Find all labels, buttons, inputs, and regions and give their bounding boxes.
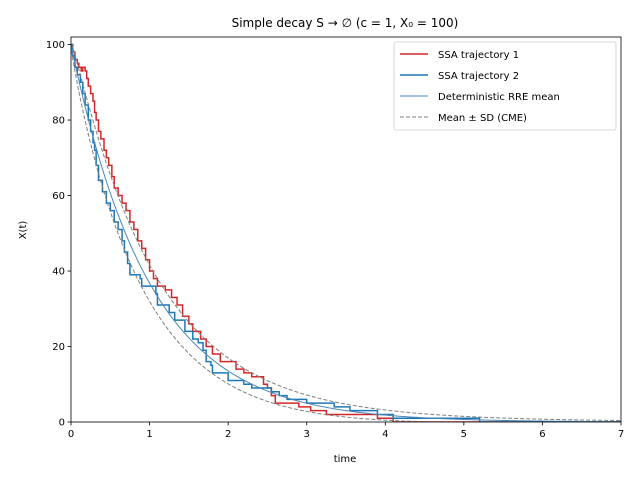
x-tick-label-1: 1 bbox=[146, 429, 152, 440]
y-tick-label-1: 20 bbox=[52, 342, 65, 353]
legend: SSA trajectory 1 SSA trajectory 2 Determin… bbox=[393, 41, 617, 131]
chart-title: Simple decay S → ∅ (c = 1, X₀ = 100) bbox=[232, 16, 459, 30]
legend-label-1: SSA trajectory 1 bbox=[438, 50, 519, 61]
axes: 0 1 2 3 4 5 6 7 0 20 40 60 80 100 bbox=[46, 36, 624, 440]
legend-label-4: Mean ± SD (CME) bbox=[438, 113, 527, 124]
legend-label-3: Deterministic RRE mean bbox=[438, 92, 560, 103]
x-tick-label-4: 4 bbox=[382, 429, 388, 440]
series-4-lower-line bbox=[71, 44, 461, 422]
x-axis-label: time bbox=[334, 454, 357, 465]
x-tick-label-2: 2 bbox=[225, 429, 231, 440]
y-tick-label-3: 60 bbox=[52, 191, 65, 202]
plot-frame bbox=[70, 36, 622, 423]
y-tick-label-5: 100 bbox=[46, 40, 65, 51]
x-tick-label-7: 7 bbox=[618, 429, 624, 440]
series-1-line bbox=[71, 43, 621, 422]
y-tick-label-2: 40 bbox=[52, 267, 65, 278]
series-3-line bbox=[71, 44, 621, 422]
x-tick-label-6: 6 bbox=[539, 429, 545, 440]
legend-label-2: SSA trajectory 2 bbox=[438, 71, 519, 82]
y-tick-label-0: 0 bbox=[59, 418, 65, 429]
x-tick-label-3: 3 bbox=[304, 429, 310, 440]
series-2-line bbox=[71, 43, 621, 422]
x-tick-label-0: 0 bbox=[68, 429, 74, 440]
x-tick-label-5: 5 bbox=[461, 429, 467, 440]
legend-box bbox=[393, 41, 617, 131]
plot-area bbox=[71, 43, 621, 422]
series-4-upper-line bbox=[71, 44, 621, 422]
y-tick-label-4: 80 bbox=[52, 116, 65, 127]
y-axis-label: X(t) bbox=[18, 221, 29, 240]
